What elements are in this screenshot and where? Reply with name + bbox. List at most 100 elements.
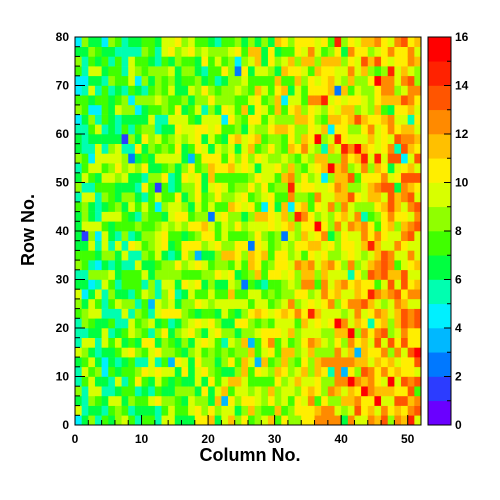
heatmap-cell [294,37,302,47]
heatmap-cell [101,153,109,164]
heatmap-cell [347,75,355,86]
heatmap-cell [114,95,122,106]
heatmap-cell [161,308,169,319]
heatmap-cell [228,289,235,300]
heatmap-cell [94,85,102,96]
heatmap-cell [114,260,122,271]
heatmap-cell [94,366,102,377]
heatmap-cell [94,221,102,232]
heatmap-cell [141,289,149,300]
heatmap-cell [314,376,322,387]
heatmap-cell [94,337,102,348]
heatmap-cell [287,182,295,193]
heatmap-cell [334,269,342,280]
heatmap-cell [114,298,122,309]
heatmap-cell [374,134,382,144]
heatmap-cell [361,211,369,222]
heatmap-cell [194,124,202,135]
heatmap-cell [134,211,142,222]
heatmap-cell [267,95,275,106]
heatmap-cell [168,66,176,77]
heatmap-cell [228,104,235,115]
heatmap-cell [214,95,222,106]
heatmap-cell [114,163,122,174]
heatmap-cell [254,75,262,86]
heatmap-cell [241,124,249,135]
heatmap-cell [174,134,182,144]
heatmap-cell [414,75,422,86]
heatmap-cell [267,269,275,280]
heatmap-cell [281,298,289,309]
heatmap-cell [114,240,122,251]
heatmap-cell [367,192,375,203]
heatmap-cell [374,143,382,154]
heatmap-cell [221,308,229,319]
heatmap-cell [367,298,375,309]
heatmap-cell [307,95,315,106]
heatmap-cell [361,337,369,348]
heatmap-cell [134,192,142,203]
heatmap-cell [128,337,136,348]
heatmap-cell [88,85,96,96]
heatmap-cell [367,201,375,212]
heatmap-cell [347,134,355,144]
heatmap-cell [228,415,235,426]
heatmap-cell [274,357,282,368]
heatmap-cell [314,318,322,329]
heatmap-cell [354,269,362,280]
heatmap-cell [181,163,189,174]
heatmap-cell [414,357,422,368]
heatmap-cell [407,85,415,96]
heatmap-cell [148,221,156,232]
heatmap-cell [234,37,242,47]
heatmap-cell [354,95,362,106]
heatmap-cell [301,260,309,271]
heatmap-cell [274,279,282,290]
heatmap-cell [314,104,322,115]
heatmap-cell [394,328,402,338]
heatmap-cell [154,211,162,222]
heatmap-cell [174,95,182,106]
heatmap-cell [254,279,262,290]
heatmap-cell [307,260,315,271]
heatmap-cell [214,308,222,319]
heatmap-cell [168,124,176,135]
heatmap-cell [94,250,102,261]
heatmap-cell [114,66,122,77]
heatmap-cell [214,124,222,135]
heatmap-cell [314,114,322,125]
heatmap-cell [367,308,375,319]
heatmap-cell [134,75,142,86]
heatmap-cell [101,66,109,77]
heatmap-cell [294,163,302,174]
heatmap-cell [128,376,136,387]
heatmap-cell [327,376,335,387]
heatmap-cell [294,395,302,406]
heatmap-cell [381,240,389,251]
heatmap-cell [128,134,136,144]
heatmap-cell [261,337,269,348]
heatmap-cell [241,37,249,47]
heatmap-cell [367,357,375,368]
heatmap-cell [174,376,182,387]
heatmap-cell [401,192,408,203]
heatmap-cell [141,221,149,232]
heatmap-cell [81,269,89,280]
colorbar-segment [428,328,451,353]
heatmap-cell [208,231,216,241]
heatmap-cell [347,104,355,115]
heatmap-cell [221,143,229,154]
heatmap-cell [201,172,209,183]
heatmap-cell [261,357,269,368]
heatmap-cell [108,231,116,241]
heatmap-cell [374,289,382,300]
heatmap-cell [181,357,189,368]
heatmap-cell [121,395,129,406]
heatmap-cell [141,347,149,358]
heatmap-cell [341,182,349,193]
heatmap-cell [374,269,382,280]
heatmap-cell [301,337,309,348]
heatmap-cell [321,269,329,280]
heatmap-cell [194,172,202,183]
heatmap-cell [361,56,369,67]
